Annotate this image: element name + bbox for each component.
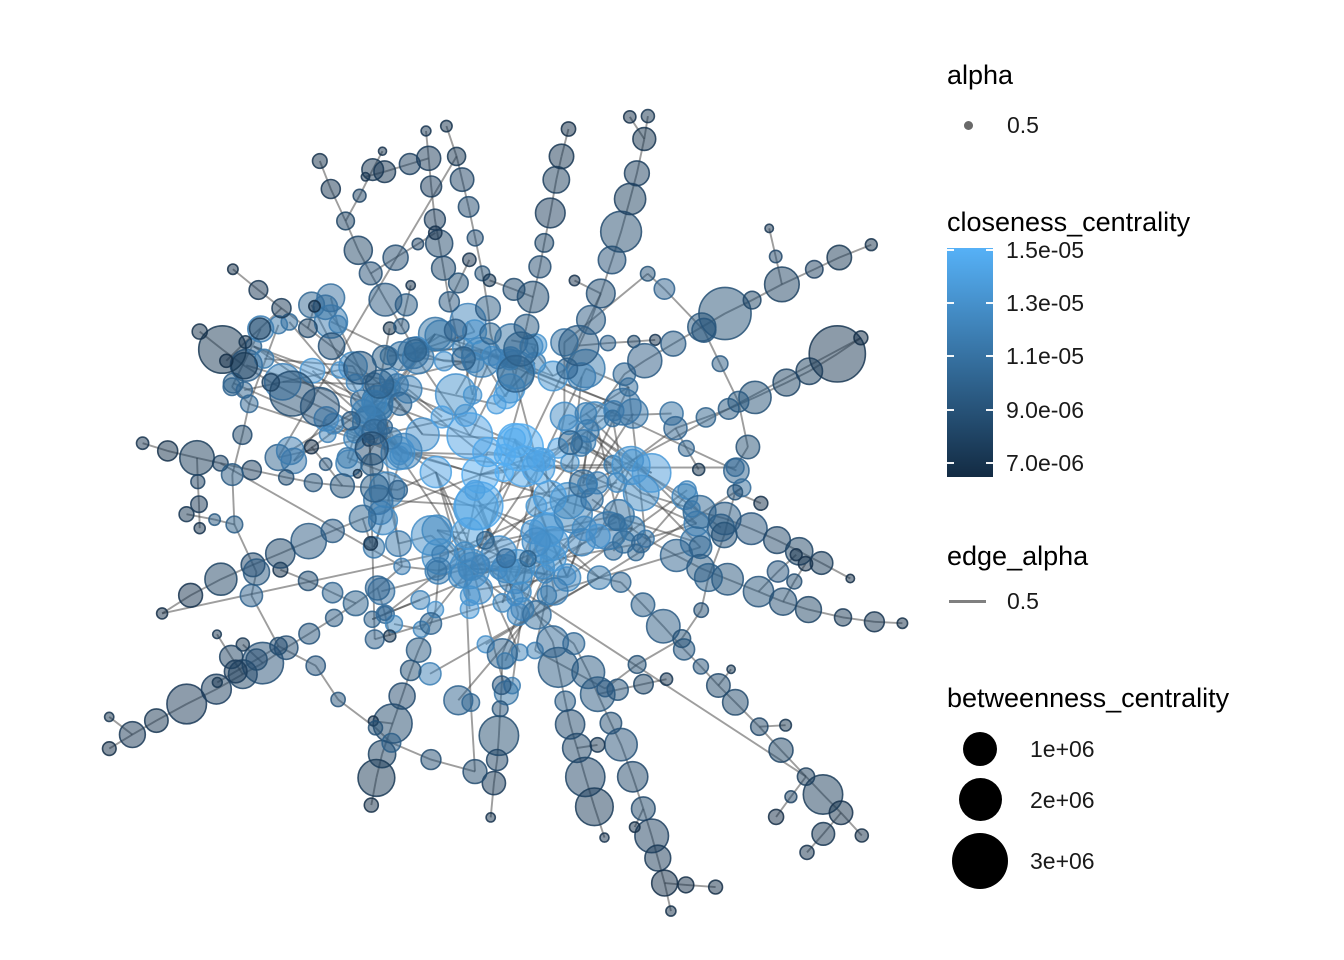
- legend-title-alpha: alpha: [947, 60, 1014, 90]
- betweenness-size-key-icon: [952, 833, 1008, 889]
- alpha-value-label: 0.5: [1007, 111, 1039, 138]
- betweenness-size-label: 2e+06: [1030, 786, 1095, 813]
- colorbar-tick: [986, 355, 993, 358]
- colorbar-tick-label: 7.0e-06: [1006, 449, 1085, 476]
- colorbar-tick-label: 1.1e-05: [1006, 343, 1085, 370]
- colorbar-tick: [947, 461, 954, 464]
- legend-item-edge-alpha: 0.5: [947, 588, 1039, 614]
- colorbar-tick: [986, 302, 993, 305]
- closeness-colorbar: [947, 248, 993, 477]
- colorbar-tick-label: 1.5e-05: [1006, 236, 1085, 263]
- edge-line-key-icon: [949, 599, 986, 603]
- colorbar-tick-label: 1.3e-05: [1006, 290, 1085, 317]
- legend-title-betweenness: betweenness_centrality: [947, 683, 1230, 713]
- colorbar-tick: [986, 461, 993, 464]
- betweenness-size-label: 3e+06: [1030, 848, 1095, 874]
- legend-title-closeness: closeness_centrality: [947, 207, 1191, 237]
- betweenness-size-label: 1e+06: [1030, 736, 1095, 762]
- colorbar-tick: [947, 408, 954, 411]
- colorbar-tick: [947, 248, 954, 251]
- alpha-point-key-icon: [964, 120, 973, 130]
- edge-alpha-value-label: 0.5: [1007, 587, 1039, 614]
- betweenness-size-key-icon: [963, 732, 997, 766]
- colorbar-tick: [986, 408, 993, 411]
- colorbar-tick: [947, 302, 954, 305]
- legend-title-edge-alpha: edge_alpha: [947, 541, 1089, 571]
- colorbar-tick: [986, 248, 993, 251]
- legend-panel: alpha 0.5 closeness_centrality edge_alph…: [947, 0, 1344, 960]
- colorbar-tick-label: 9.0e-06: [1006, 396, 1085, 423]
- legend-item-alpha: 0.5: [947, 112, 1039, 138]
- betweenness-size-key-icon: [958, 778, 1002, 821]
- colorbar-tick: [947, 355, 954, 358]
